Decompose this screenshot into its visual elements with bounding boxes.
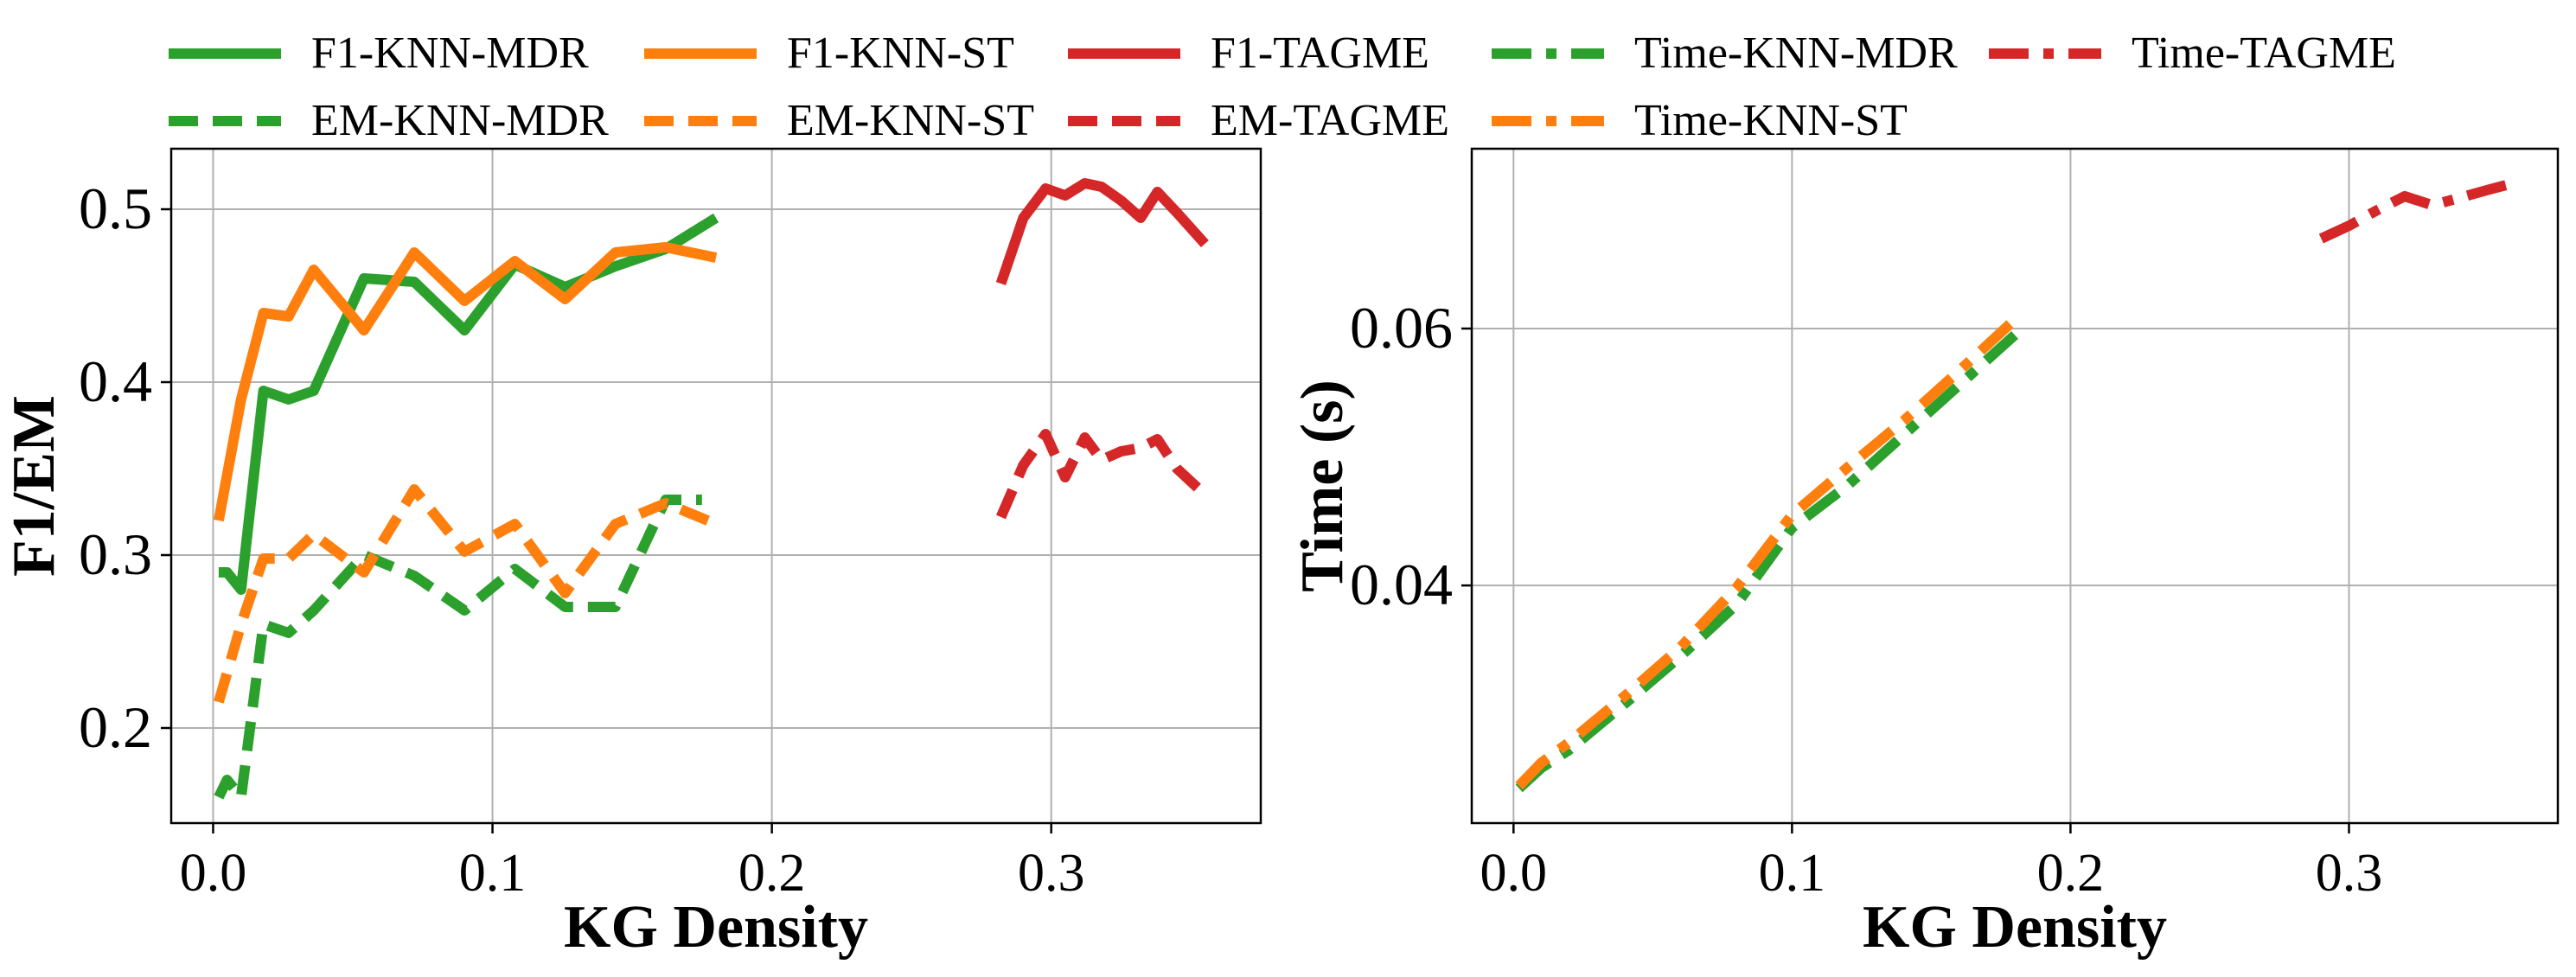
- series-line-f1-knn-mdr: [218, 213, 719, 595]
- legend-label: EM-KNN-ST: [787, 96, 1034, 145]
- x-tick-label: 0.2: [738, 844, 806, 903]
- x-tick-label: 0.0: [1480, 844, 1548, 903]
- chart-f1-em: 0.0 0.1 0.2 0.3 0.2 0.3 0.4 0.5 KG Density F1/EM: [1, 147, 1262, 961]
- plot-frame: [1470, 147, 2560, 825]
- chart-time: 0.0 0.1 0.2 0.3 0.04 0.06 KG Density Time (s): [1289, 147, 2560, 961]
- series-line-time-tagme: [2318, 179, 2509, 244]
- legend-label: F1-TAGME: [1211, 29, 1429, 78]
- legend-label: F1-KNN-MDR: [311, 29, 589, 78]
- x-axis: 0.0 0.1 0.2 0.3: [1480, 823, 2383, 903]
- y-tick-label: 0.06: [1350, 295, 1453, 361]
- y-axis-label: F1/EM: [1, 395, 67, 577]
- series-lines: [214, 178, 1209, 802]
- gridlines: [171, 149, 1261, 823]
- x-tick-label: 0.2: [2037, 844, 2105, 903]
- gridlines: [1472, 149, 2558, 823]
- x-tick-label: 0.1: [1759, 844, 1826, 903]
- y-tick-label: 0.5: [79, 176, 152, 241]
- legend-entry-time-knn-st: Time-KNN-ST: [1492, 96, 1908, 145]
- legend-label: Time-KNN-ST: [1634, 96, 1908, 145]
- y-axis: 0.04 0.06: [1350, 295, 1472, 617]
- series-line-em-knn-mdr: [214, 495, 702, 802]
- legend-entry-time-knn-mdr: Time-KNN-MDR: [1492, 29, 1958, 78]
- x-axis: 0.0 0.1 0.2 0.3: [180, 823, 1085, 903]
- legend-label: EM-TAGME: [1211, 96, 1449, 145]
- x-tick-label: 0.0: [180, 844, 247, 903]
- x-tick-label: 0.1: [459, 844, 527, 903]
- legend: F1-KNN-MDR F1-KNN-ST F1-TAGME Time-KNN-MDR T…: [169, 29, 2396, 145]
- y-tick-label: 0.3: [79, 521, 152, 587]
- y-axis-label: Time (s): [1289, 380, 1356, 592]
- series-line-em-tagme: [995, 429, 1209, 520]
- legend-entry-f1-tagme: F1-TAGME: [1068, 29, 1429, 78]
- legend-label: EM-KNN-MDR: [311, 96, 609, 145]
- series-lines: [1515, 179, 2509, 793]
- y-tick-label: 0.04: [1350, 552, 1453, 617]
- legend-entry-time-tagme: Time-TAGME: [1989, 29, 2396, 78]
- series-line-f1-knn-st: [214, 242, 718, 522]
- legend-label: Time-KNN-MDR: [1634, 29, 1958, 78]
- legend-entry-f1-knn-mdr: F1-KNN-MDR: [169, 29, 589, 78]
- legend-entry-f1-knn-st: F1-KNN-ST: [644, 29, 1014, 78]
- legend-entry-em-knn-mdr: EM-KNN-MDR: [169, 96, 609, 145]
- y-tick-label: 0.4: [79, 348, 152, 414]
- x-axis-label: KG Density: [1863, 894, 2167, 961]
- series-line-time-knn-st: [1515, 316, 2019, 790]
- legend-entry-em-tagme: EM-TAGME: [1068, 96, 1449, 145]
- series-line-f1-tagme: [995, 178, 1209, 285]
- y-axis: 0.2 0.3 0.4 0.5: [79, 176, 171, 760]
- series-line-em-knn-st: [214, 484, 719, 704]
- legend-label: F1-KNN-ST: [787, 29, 1014, 78]
- plot-frame: [169, 147, 1262, 825]
- x-tick-label: 0.3: [2316, 844, 2383, 903]
- legend-label: Time-TAGME: [2132, 29, 2396, 78]
- y-tick-label: 0.2: [79, 694, 152, 760]
- x-tick-label: 0.3: [1018, 844, 1085, 903]
- x-axis-label: KG Density: [564, 894, 868, 961]
- legend-entry-em-knn-st: EM-KNN-ST: [644, 96, 1034, 145]
